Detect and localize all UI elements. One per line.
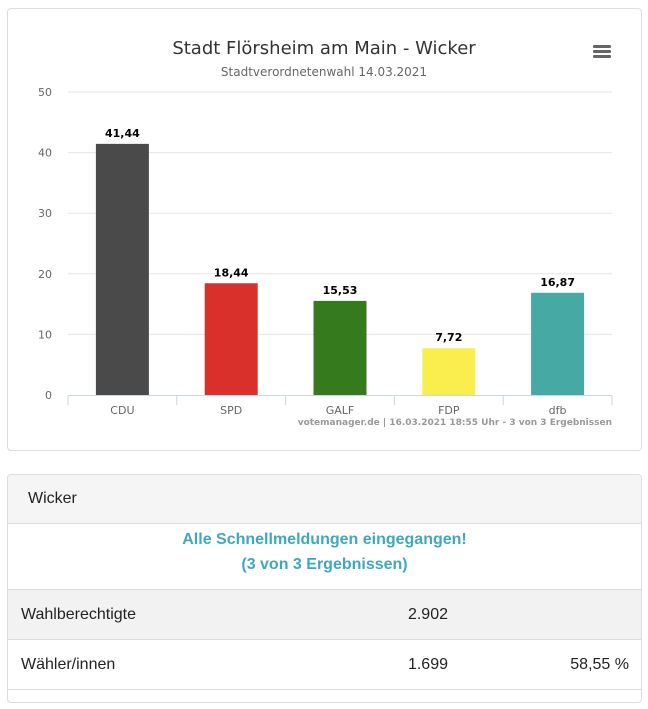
x-tick-label: FDP [438, 404, 460, 417]
chart-menu-icon[interactable] [593, 45, 611, 60]
row-label: Wähler/innen [21, 656, 116, 673]
row-value: 2.902 [407, 606, 448, 623]
chart-title: Stadt Flörsheim am Main - Wicker [172, 38, 476, 59]
chart-card: Stadt Flörsheim am Main - Wicker Stadtver… [7, 8, 642, 451]
chart-credits: votemanager.de | 16.03.2021 18:55 Uhr - … [298, 418, 612, 428]
row-label: Wahlberechtigte [21, 606, 137, 623]
status-message: Alle Schnellmeldungen eingegangen! (3 von… [8, 524, 641, 590]
data-label: 15,53 [323, 284, 358, 297]
row-percent: 58,55 % [570, 656, 629, 673]
y-tick-label: 30 [38, 207, 52, 220]
table-row: Wähler/innen 1.699 58,55 % [8, 640, 641, 690]
status-line-2: (3 von 3 Ergebnissen) [241, 556, 408, 573]
y-tick-label: 40 [38, 147, 52, 160]
chart-subtitle: Stadtverordnetenwahl 14.03.2021 [221, 65, 427, 79]
results-panel: Wicker Alle Schnellmeldungen eingegangen… [7, 474, 642, 703]
bar-dfb [531, 292, 585, 395]
y-tick-label: 20 [38, 268, 52, 281]
x-tick-label: GALF [326, 404, 355, 417]
y-tick-label: 0 [45, 389, 52, 402]
data-label: 18,44 [214, 266, 249, 279]
bar-galf [313, 300, 367, 395]
y-tick-label: 50 [38, 86, 52, 99]
bar-chart: Stadt Flörsheim am Main - Wicker Stadtver… [38, 38, 613, 428]
x-tick-label: SPD [220, 404, 242, 417]
status-line-1: Alle Schnellmeldungen eingegangen! [182, 531, 467, 548]
y-tick-label: 10 [38, 328, 52, 341]
row-value: 1.699 [407, 656, 448, 673]
x-tick-label: dfb [549, 404, 567, 417]
data-label: 7,72 [435, 331, 462, 344]
bar-spd [204, 283, 258, 395]
x-tick-label: CDU [110, 404, 134, 417]
bar-cdu [95, 143, 149, 395]
table-row: Wahlberechtigte 2.902 [8, 590, 641, 640]
bar-fdp [422, 348, 476, 395]
panel-title: Wicker [8, 475, 641, 524]
data-label: 16,87 [540, 276, 575, 289]
data-label: 41,44 [105, 127, 140, 140]
